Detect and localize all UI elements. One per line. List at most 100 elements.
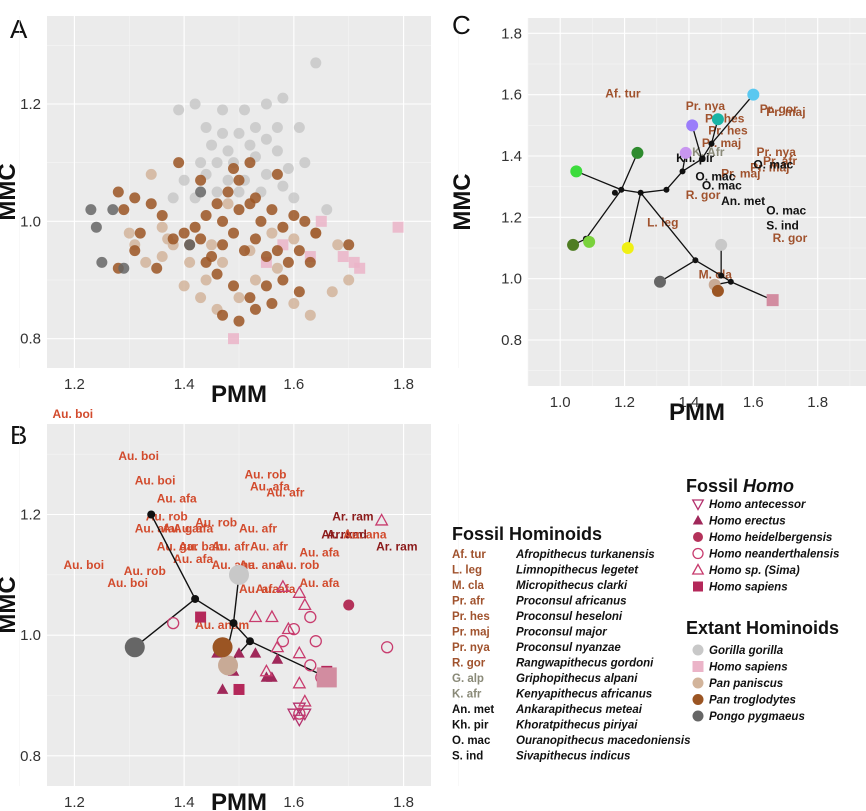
legend-abbr: Pr. nya bbox=[452, 642, 490, 654]
data-point bbox=[343, 599, 355, 611]
panel-c: C 1.0 1.2 1.4 1.6 1.8 0.8 1.0 1.2 1.4 1.6 1.8 PMM MM… bbox=[449, 10, 866, 426]
centroids-b bbox=[124, 564, 337, 688]
data-point bbox=[206, 239, 218, 251]
point-label: Ar. ram bbox=[321, 528, 362, 542]
legend-species-name: Proconsul africanus bbox=[516, 596, 627, 608]
data-point bbox=[259, 663, 274, 677]
tree-edge bbox=[232, 622, 251, 642]
legend-abbr: R. gor bbox=[452, 658, 486, 670]
y-tick-label: 1.6 bbox=[501, 87, 522, 104]
data-point bbox=[233, 186, 245, 198]
data-point bbox=[337, 251, 349, 263]
tree-edge bbox=[659, 259, 696, 283]
data-point bbox=[282, 256, 294, 268]
tree-node bbox=[191, 594, 200, 603]
panel-c-letter: C bbox=[452, 10, 471, 40]
point-label: Ar. kad bbox=[327, 528, 367, 542]
point-label: Au. gar bbox=[162, 522, 204, 536]
data-point bbox=[293, 286, 305, 298]
legend-species-name: Afropithecus turkanensis bbox=[515, 549, 655, 561]
data-point bbox=[343, 239, 355, 251]
point-label: Au. afa bbox=[135, 522, 175, 536]
tree-edge bbox=[640, 192, 696, 261]
data-point bbox=[343, 274, 355, 286]
legend-abbr: O. mac bbox=[452, 735, 491, 747]
y-axis-title: MMC bbox=[0, 163, 21, 220]
legend-fossil-homo-title-italic: Homo bbox=[743, 476, 794, 496]
tree-node bbox=[698, 156, 705, 163]
data-point bbox=[271, 262, 283, 274]
x-axis-title: PMM bbox=[669, 399, 725, 426]
legend-abbr: S. ind bbox=[452, 751, 483, 763]
tree-node bbox=[679, 168, 686, 175]
data-point bbox=[299, 157, 311, 169]
point-label: An. met bbox=[721, 194, 765, 208]
legend-marker-gorilla-gorilla bbox=[692, 644, 704, 656]
data-point bbox=[129, 192, 141, 204]
plot-background-C bbox=[528, 18, 866, 386]
data-point bbox=[260, 256, 272, 268]
tree-node bbox=[708, 140, 715, 147]
data-point bbox=[293, 245, 305, 257]
legend-species-name: Proconsul heseloni bbox=[516, 611, 623, 623]
data-point bbox=[178, 174, 190, 186]
x-tick-label: 1.2 bbox=[614, 394, 635, 411]
data-point bbox=[118, 204, 130, 216]
legend-item-label: Gorilla gorilla bbox=[709, 645, 784, 657]
centroid-marker bbox=[747, 88, 760, 101]
data-point bbox=[277, 274, 289, 286]
data-point bbox=[200, 274, 212, 286]
legend-fossil-homo-title: Fossil Homo bbox=[686, 476, 794, 496]
legend-marker-homo-sp-sima- bbox=[691, 563, 705, 575]
data-point bbox=[260, 280, 272, 292]
data-point bbox=[297, 597, 312, 611]
data-point bbox=[107, 204, 119, 216]
legend-abbr: G. alp bbox=[452, 673, 484, 685]
legend-item-label: Homo antecessor bbox=[709, 499, 806, 511]
data-point bbox=[260, 98, 272, 110]
legend-item-label: Homo sp. (Sima) bbox=[709, 565, 800, 577]
legend-item-label: Pan paniscus bbox=[709, 678, 783, 690]
legend-abbr: Pr. maj bbox=[452, 627, 490, 639]
point-label: Au. afa bbox=[239, 582, 279, 596]
centroid-marker bbox=[679, 146, 692, 159]
legend-abbr: K. afr bbox=[452, 689, 482, 701]
data-point bbox=[309, 635, 322, 648]
legend-fossil-homo: Fossil Homo Homo antecessor Homo erectus H… bbox=[686, 476, 839, 594]
data-point bbox=[233, 292, 245, 304]
data-point bbox=[287, 622, 301, 636]
centroid-marker bbox=[653, 275, 666, 288]
data-point bbox=[270, 639, 285, 653]
legend-fossil-hominoids: Fossil Hominoids Af. tur Afropithecus tur… bbox=[452, 524, 690, 763]
y-tick-label: 1.2 bbox=[20, 96, 41, 113]
legend-marker-pongo-pygmaeus bbox=[692, 710, 704, 722]
point-label: Af. tur bbox=[605, 87, 641, 101]
data-point bbox=[304, 659, 317, 672]
data-point bbox=[189, 221, 201, 233]
point-label: O. mac bbox=[753, 157, 793, 171]
data-point bbox=[228, 333, 240, 345]
centroid-marker bbox=[631, 146, 644, 159]
data-point bbox=[255, 215, 267, 227]
data-point bbox=[206, 139, 218, 151]
legend-abbr: An. met bbox=[452, 704, 494, 716]
centroid-marker bbox=[124, 637, 145, 658]
data-point bbox=[354, 262, 366, 274]
gridlines-C bbox=[527, 18, 866, 386]
legend-abbr: Af. tur bbox=[452, 549, 486, 561]
point-label: Au. boi bbox=[107, 576, 148, 590]
data-point bbox=[292, 585, 307, 598]
tree-node bbox=[663, 186, 670, 193]
point-label: Au. afa bbox=[173, 552, 213, 566]
data-point bbox=[304, 251, 316, 263]
legend-item-label: Homo sapiens bbox=[709, 662, 788, 674]
legend-species-name: Khoratpithecus piriyai bbox=[516, 720, 638, 732]
y-tick-label: 0.8 bbox=[501, 332, 522, 349]
data-point bbox=[249, 121, 261, 133]
data-point bbox=[217, 256, 229, 268]
data-point bbox=[260, 133, 272, 145]
centroid-marker bbox=[621, 242, 634, 254]
legend-item-label: Pongo pygmaeus bbox=[709, 711, 805, 723]
